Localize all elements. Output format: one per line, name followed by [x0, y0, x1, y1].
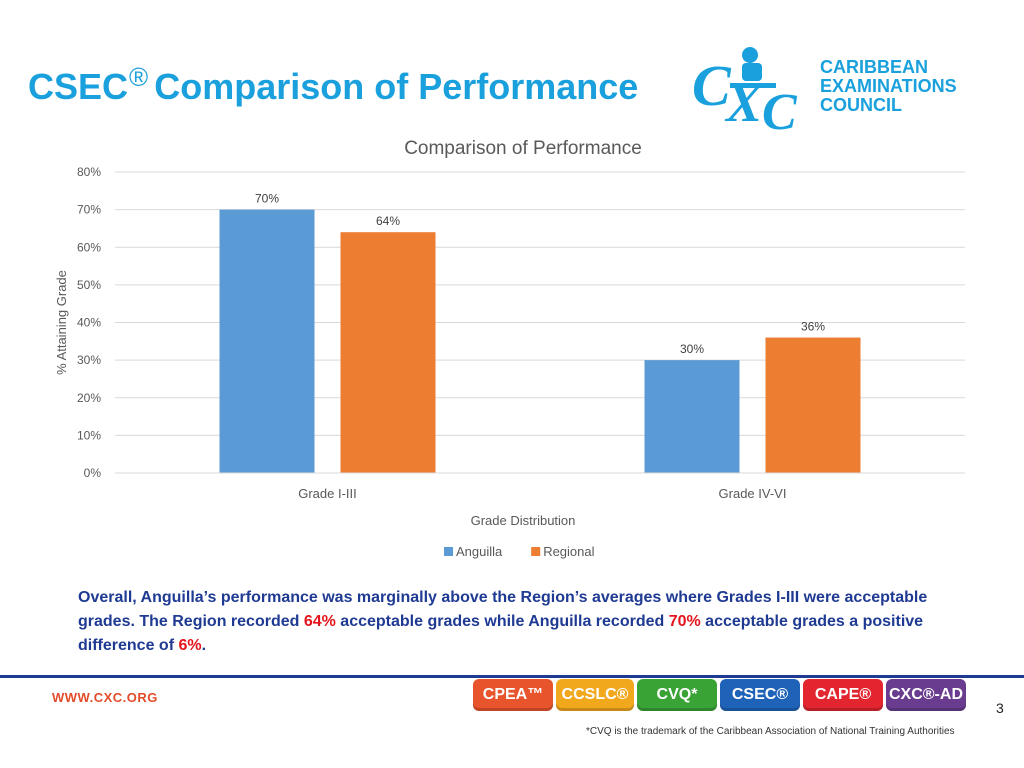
footnote: *CVQ is the trademark of the Caribbean A… — [586, 726, 955, 737]
product-badges: CPEA™ CCSLC® CVQ* CSEC® CAPE® CXC®-AD — [473, 679, 966, 711]
footer-divider — [0, 675, 1024, 678]
legend-swatch-anguilla — [444, 547, 453, 556]
badge-ccslc: CCSLC® — [556, 679, 634, 711]
page-number: 3 — [996, 700, 1004, 716]
data-label: 70% — [255, 192, 279, 206]
registered-mark: ® — [129, 62, 149, 92]
summary-part-1: Overall, Anguilla’s performance was marg… — [78, 589, 928, 630]
footer-url: WWW.CXC.ORG — [52, 690, 158, 705]
y-tick-label: 0% — [84, 466, 102, 480]
bar-anguilla-2 — [644, 360, 740, 473]
svg-text:C: C — [692, 53, 732, 118]
bar-regional-2 — [765, 337, 861, 473]
summary-part-2: acceptable grades while Anguilla recorde… — [335, 613, 669, 630]
title-main: CSEC — [28, 66, 129, 107]
bar-regional-1 — [340, 232, 436, 473]
y-tick-label: 10% — [77, 428, 101, 442]
legend-swatch-regional — [531, 547, 541, 556]
summary-part-3: acceptable grades a positive difference … — [78, 613, 924, 654]
badge-cvq: CVQ* — [637, 679, 717, 711]
x-tick-label: Grade I-III — [298, 486, 357, 501]
chart-title: Comparison of Performance — [404, 138, 642, 159]
svg-text:X: X — [724, 73, 764, 130]
bar-anguilla-1 — [219, 209, 315, 473]
legend-label-regional: Regional — [543, 544, 594, 559]
badge-cxc-ad: CXC®-AD — [886, 679, 966, 711]
legend-label-anguilla: Anguilla — [456, 544, 503, 559]
badge-cpea: CPEA™ — [473, 679, 553, 711]
summary-part-4: . — [201, 637, 207, 654]
summary-value-difference: 6% — [178, 637, 202, 654]
y-tick-label: 60% — [77, 240, 101, 254]
y-tick-label: 30% — [77, 353, 101, 367]
y-axis-label: % Attaining Grade — [54, 270, 69, 375]
data-label: 36% — [801, 320, 825, 334]
summary-value-anguilla: 70% — [668, 613, 701, 630]
bar-chart: Comparison of Performance 0% 10% 20% 30% 40% 5… — [54, 138, 965, 559]
logo-line-3: COUNCIL — [820, 95, 902, 115]
y-tick-label: 20% — [77, 391, 101, 405]
data-label: 30% — [680, 342, 704, 356]
summary-text: Overall, Anguilla’s performance was marg… — [78, 586, 958, 658]
logo-line-1: CARIBBEAN — [820, 57, 928, 77]
y-tick-label: 70% — [77, 203, 101, 217]
title-rest: Comparison of Performance — [154, 66, 639, 107]
y-tick-label: 50% — [77, 278, 101, 292]
x-tick-label: Grade IV-VI — [719, 486, 787, 501]
data-label: 64% — [376, 214, 400, 228]
page-title: CSEC® Comparison of Performance — [28, 62, 638, 108]
logo-line-2: EXAMINATIONS — [820, 76, 957, 96]
y-tick-label: 40% — [77, 316, 101, 330]
x-axis-label: Grade Distribution — [471, 513, 576, 528]
cxc-logo-icon: C X C — [692, 47, 798, 130]
badge-cape: CAPE® — [803, 679, 883, 711]
y-tick-label: 80% — [77, 165, 101, 179]
badge-csec: CSEC® — [720, 679, 800, 711]
logo-text: CARIBBEAN EXAMINATIONS COUNCIL — [820, 58, 957, 115]
svg-text:C: C — [762, 84, 798, 130]
summary-value-regional: 64% — [303, 613, 336, 630]
